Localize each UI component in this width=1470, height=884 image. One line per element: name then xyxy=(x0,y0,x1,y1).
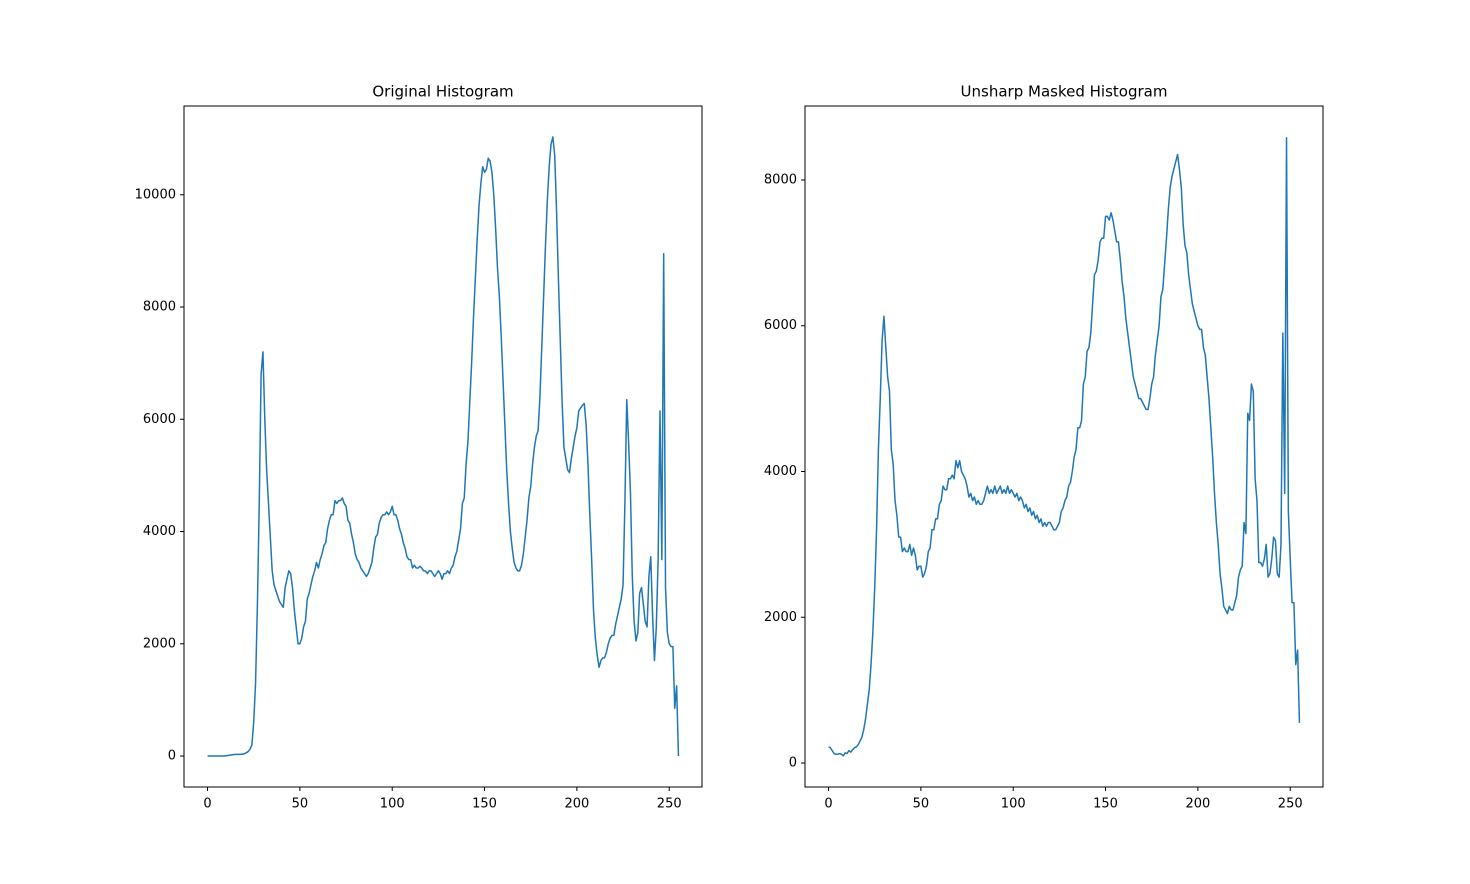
histogram-line xyxy=(207,136,680,757)
x-tick-label: 150 xyxy=(472,797,497,812)
y-tick-label: 8000 xyxy=(764,172,797,187)
y-tick-label: 6000 xyxy=(143,412,176,427)
chart-title: Unsharp Masked Histogram xyxy=(961,83,1168,101)
y-tick-label: 0 xyxy=(789,756,797,771)
x-tick-label: 100 xyxy=(380,797,405,812)
x-tick-label: 150 xyxy=(1093,797,1118,812)
y-tick-label: 2000 xyxy=(764,610,797,625)
x-tick-label: 250 xyxy=(1278,797,1303,812)
x-tick-label: 0 xyxy=(824,797,832,812)
y-tick-label: 4000 xyxy=(764,464,797,479)
axes-frame xyxy=(183,105,703,788)
x-tick-label: 200 xyxy=(1185,797,1210,812)
x-tick-label: 100 xyxy=(1001,797,1026,812)
x-tick-label: 200 xyxy=(564,797,589,812)
x-tick-label: 0 xyxy=(203,797,211,812)
chart-title: Original Histogram xyxy=(372,83,513,101)
y-tick-label: 0 xyxy=(168,749,176,764)
x-tick-label: 50 xyxy=(913,797,930,812)
x-tick-label: 50 xyxy=(292,797,309,812)
y-tick-label: 6000 xyxy=(764,318,797,333)
y-tick-label: 2000 xyxy=(143,636,176,651)
axes-frame xyxy=(804,105,1324,788)
histogram-line xyxy=(828,136,1301,757)
y-tick-label: 4000 xyxy=(143,524,176,539)
y-tick-label: 8000 xyxy=(143,300,176,315)
x-tick-label: 250 xyxy=(657,797,682,812)
y-tick-label: 10000 xyxy=(135,187,176,202)
